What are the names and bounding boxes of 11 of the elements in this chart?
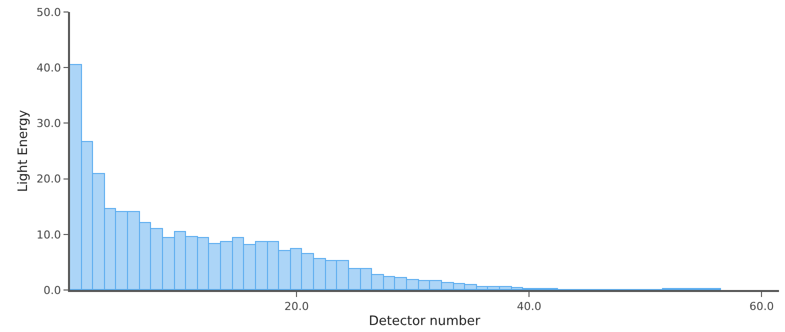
y-tick-label: 50.0: [36, 6, 62, 19]
x-axis-title: Detector number: [368, 314, 481, 330]
y-tick-label: 40.0: [36, 61, 62, 74]
y-tick-label: 30.0: [36, 117, 62, 130]
x-tick-label: 60.0: [749, 300, 774, 313]
x-tick-label: 40.0: [516, 300, 542, 313]
x-tick-label: 20.0: [284, 300, 309, 313]
y-tick-label: 0.0: [44, 284, 62, 297]
y-tick-label: 10.0: [36, 228, 62, 242]
y-tick-label: 20.0: [36, 172, 62, 186]
y-axis-title: Light Energy: [16, 110, 31, 192]
